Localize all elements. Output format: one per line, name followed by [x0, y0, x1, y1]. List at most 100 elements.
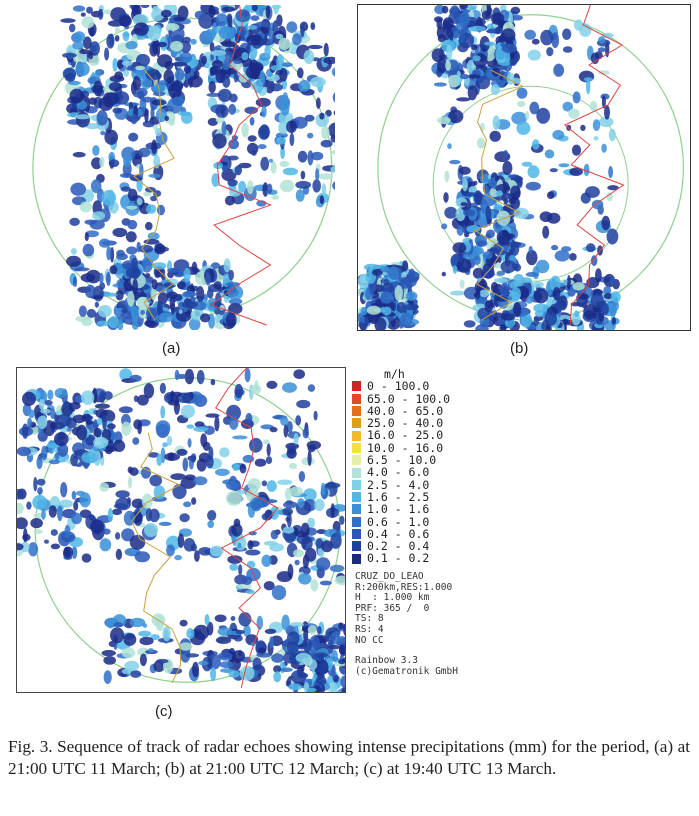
- echo: [521, 161, 533, 167]
- echo: [80, 273, 96, 283]
- echo: [316, 97, 321, 109]
- echo: [598, 116, 614, 128]
- echo: [137, 423, 142, 435]
- echo: [40, 408, 51, 414]
- echo: [130, 670, 142, 678]
- echo: [382, 306, 392, 316]
- echo: [394, 285, 403, 302]
- echo: [60, 482, 68, 498]
- legend-label: 1.6 - 2.5: [367, 489, 430, 504]
- echo: [186, 424, 195, 429]
- echo: [62, 52, 77, 59]
- legend-label: 2.5 - 4.0: [367, 477, 430, 492]
- echo: [138, 147, 151, 158]
- echo: [246, 34, 262, 46]
- echo: [527, 165, 540, 179]
- echo: [113, 622, 124, 628]
- echo: [563, 318, 568, 325]
- echo: [527, 49, 541, 61]
- echo: [153, 485, 166, 500]
- echo: [549, 275, 561, 291]
- echo: [456, 97, 471, 102]
- echo: [528, 245, 533, 254]
- echo: [144, 109, 149, 123]
- echo: [270, 529, 279, 540]
- echo: [286, 641, 299, 654]
- echo: [586, 243, 596, 253]
- echo: [156, 658, 169, 664]
- echo: [232, 463, 240, 472]
- echo: [171, 96, 185, 106]
- border-line: [214, 368, 279, 689]
- legend-item: 0.4 - 0.6: [352, 528, 472, 540]
- echo: [237, 542, 242, 549]
- echo: [574, 310, 580, 318]
- echo: [153, 190, 162, 197]
- echo: [89, 26, 95, 37]
- echo: [571, 313, 581, 326]
- echo: [310, 22, 316, 30]
- echo: [295, 652, 312, 663]
- echo: [179, 642, 193, 651]
- echo: [129, 374, 142, 382]
- echo: [215, 468, 230, 476]
- echo: [316, 626, 322, 635]
- echo: [476, 137, 486, 149]
- echo: [111, 508, 123, 516]
- echo: [503, 233, 516, 239]
- echo: [231, 523, 243, 537]
- echo: [597, 47, 606, 53]
- echo: [47, 389, 54, 400]
- echo: [125, 231, 137, 243]
- echo: [148, 508, 160, 523]
- panel-label: (a): [162, 340, 181, 357]
- echo: [294, 559, 300, 566]
- echo: [121, 60, 133, 66]
- echo: [147, 25, 161, 42]
- echo: [155, 420, 171, 436]
- echo: [17, 502, 24, 515]
- echo: [50, 408, 56, 419]
- echo: [501, 28, 516, 43]
- echo: [510, 6, 521, 15]
- echo: [93, 80, 103, 97]
- echo: [268, 83, 283, 92]
- echo: [132, 437, 140, 445]
- echo: [132, 278, 138, 295]
- echo: [37, 415, 48, 429]
- echo: [245, 65, 261, 79]
- legend-label: 1.0 - 1.6: [367, 502, 430, 517]
- echo: [180, 477, 197, 489]
- echo: [211, 60, 224, 69]
- echo: [319, 195, 324, 205]
- echo: [129, 617, 146, 628]
- echo: [437, 57, 447, 74]
- echo: [137, 394, 149, 406]
- echo: [249, 117, 255, 126]
- echo: [71, 490, 77, 500]
- echo: [143, 191, 152, 197]
- echo: [90, 179, 102, 194]
- echo: [499, 324, 507, 330]
- echo: [94, 301, 99, 308]
- echo: [270, 161, 277, 174]
- echo: [88, 97, 98, 105]
- echo: [297, 67, 304, 79]
- echo: [254, 496, 269, 508]
- echo: [329, 564, 345, 573]
- echo: [546, 47, 554, 57]
- echo: [121, 308, 128, 313]
- echo: [338, 622, 344, 630]
- echo: [324, 482, 341, 489]
- echo: [228, 269, 234, 281]
- echo: [328, 122, 335, 138]
- echo: [93, 427, 102, 438]
- echo: [283, 424, 289, 438]
- echo: [561, 246, 572, 252]
- echo: [531, 38, 540, 45]
- echo: [601, 143, 607, 153]
- echo: [223, 258, 231, 273]
- echo: [281, 614, 290, 631]
- echo: [97, 417, 103, 426]
- echo: [119, 15, 132, 27]
